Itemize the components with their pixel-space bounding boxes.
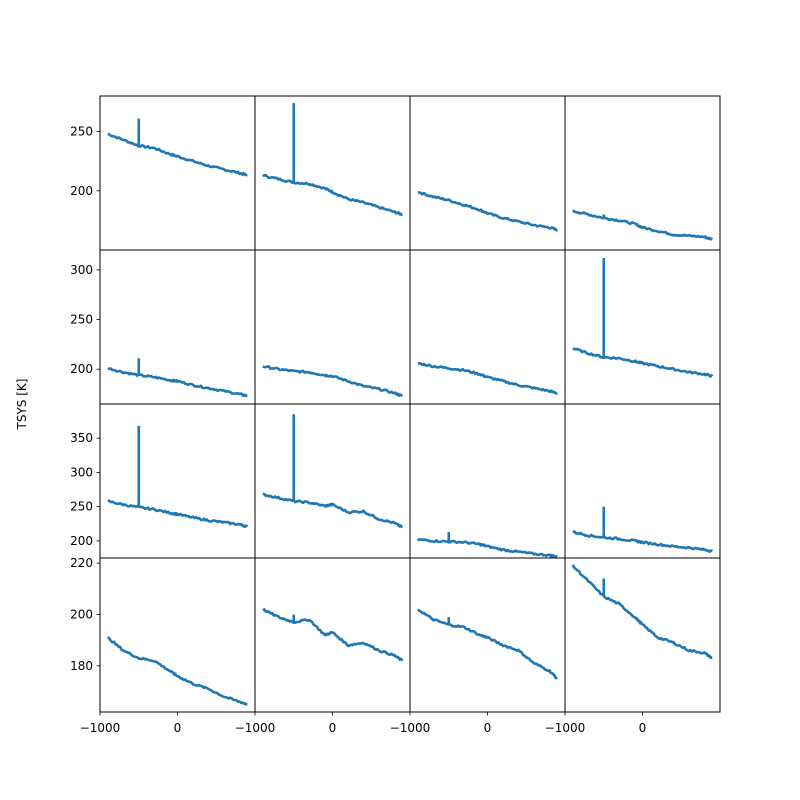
y-tick-label: 200 — [70, 534, 93, 548]
x-tick-label: 0 — [329, 721, 337, 735]
subplot-r1-c1: 200 250 — [70, 95, 256, 251]
y-tick-label: 300 — [70, 465, 93, 479]
subplot-r3-c1: 200 250 300 350 — [70, 403, 256, 559]
subplot-frame — [254, 95, 411, 251]
subplot-frame — [254, 249, 411, 405]
subplot-r4-c2: −1000 0 — [235, 557, 411, 735]
subplot-r4-c4: −1000 0 — [545, 557, 721, 735]
y-tick-label: 200 — [70, 184, 93, 198]
y-tick-label: 200 — [70, 362, 93, 376]
tsys-series-line — [106, 635, 248, 706]
subplot-frame — [409, 557, 566, 713]
x-tick-label: −1000 — [390, 721, 431, 735]
y-axis-label: TSYS [K] — [15, 379, 29, 431]
tsys-series-line — [571, 564, 713, 660]
tsys-series-line — [107, 367, 248, 398]
subplot-frame — [254, 403, 411, 559]
tsys-series-line — [572, 347, 714, 378]
subplot-r3-c4 — [564, 403, 721, 559]
y-tick-label: 250 — [70, 313, 93, 327]
x-tick-label: −1000 — [545, 721, 586, 735]
x-tick-label: −1000 — [80, 721, 121, 735]
x-tick-label: 0 — [174, 721, 182, 735]
subplot-r1-c3 — [409, 95, 566, 251]
tsys-series-line — [416, 608, 558, 680]
x-tick-label: 0 — [639, 721, 647, 735]
subplot-r2-c2 — [254, 249, 411, 405]
tsys-series-line — [262, 365, 404, 397]
tsys-series-line — [571, 209, 714, 241]
tsys-series-line — [417, 362, 558, 395]
subplot-r2-c3 — [409, 249, 566, 405]
subplot-r2-c4 — [564, 249, 721, 405]
x-tick-label: −1000 — [235, 721, 276, 735]
subplot-r3-c2 — [254, 403, 411, 559]
tsys-series-line — [572, 530, 714, 553]
y-tick-label: 220 — [70, 556, 93, 570]
subplot-r2-c1: 200 250 300 — [70, 249, 256, 405]
y-tick-label: 200 — [70, 607, 93, 621]
panel-grid: 200 250 200 250 300 200 250 300 350 180 200 220 −100… — [70, 95, 721, 735]
y-tick-label: 250 — [70, 500, 93, 514]
y-tick-label: 180 — [70, 659, 93, 673]
y-tick-label: 300 — [70, 263, 93, 277]
tsys-series-line — [262, 492, 403, 529]
subplot-frame — [564, 249, 721, 405]
subplot-frame — [99, 95, 256, 251]
tsys-series-line — [416, 537, 558, 559]
subplot-r4-c1: 180 200 220 −1000 0 — [70, 556, 256, 735]
subplot-frame — [409, 403, 566, 559]
subplot-r1-c4 — [564, 95, 721, 251]
tsys-series-line — [262, 608, 404, 662]
tsys-series-line — [417, 191, 558, 232]
x-tick-label: 0 — [484, 721, 492, 735]
subplot-frame — [99, 403, 256, 559]
subplot-r4-c3: −1000 0 — [390, 557, 566, 735]
subplot-r1-c2 — [254, 95, 411, 251]
tsys-series-line — [107, 132, 248, 177]
subplot-r3-c3 — [409, 403, 566, 559]
subplot-frame — [254, 557, 411, 713]
y-tick-label: 350 — [70, 431, 93, 445]
subplot-frame — [99, 557, 256, 713]
subplot-frame — [409, 249, 566, 405]
tsys-series-line — [262, 173, 403, 217]
tsys-series-line — [107, 499, 249, 529]
y-tick-label: 250 — [70, 125, 93, 139]
